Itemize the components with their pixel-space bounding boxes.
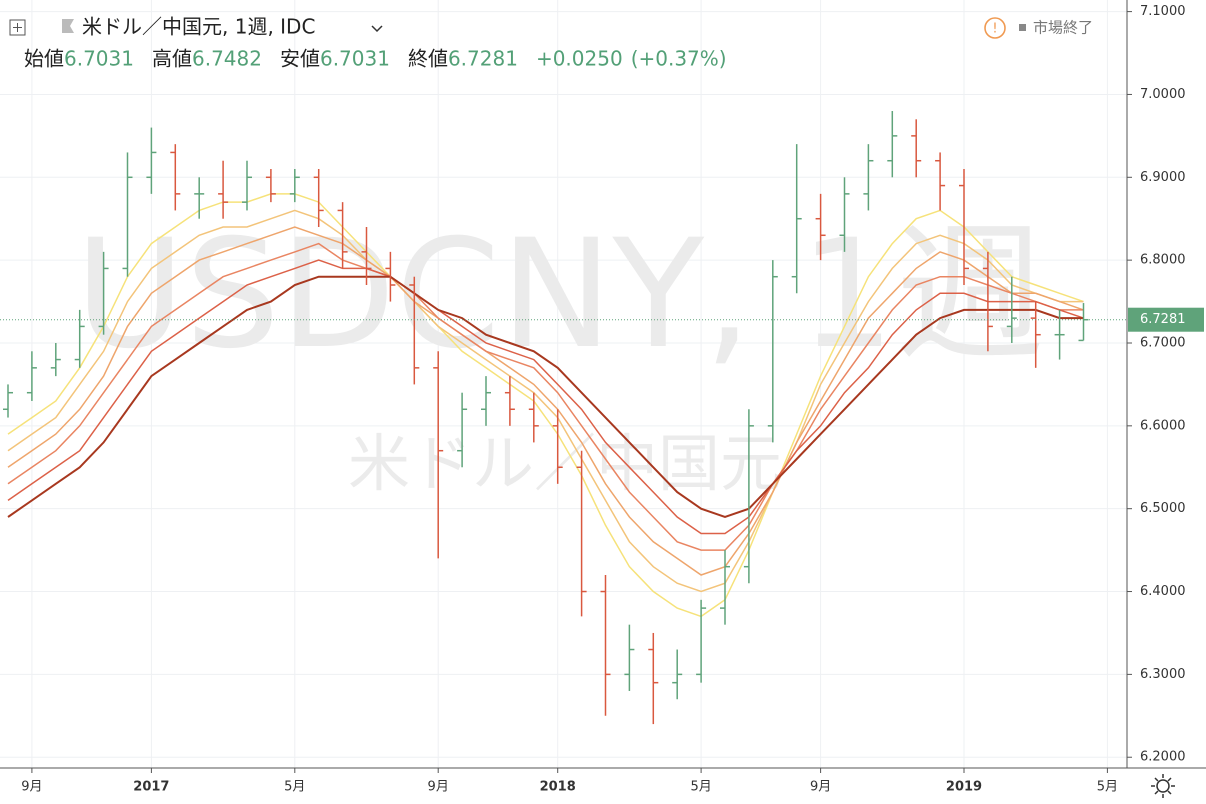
moving-average-line xyxy=(7,209,1084,593)
field-label: 安値 xyxy=(280,47,320,71)
symbol-title[interactable]: 米ドル／中国元, 1週, IDC xyxy=(82,15,315,39)
moving-average-line xyxy=(7,275,1084,519)
settings-gear xyxy=(1156,779,1170,793)
market-status: 市場終了 xyxy=(1033,19,1093,37)
y-tick-label: 6.9000 xyxy=(1140,170,1186,185)
symbol-menu-chevron[interactable] xyxy=(371,25,383,33)
moving-average-line xyxy=(7,242,1084,551)
header: 米ドル／中国元, 1週, IDC 始値 6.7031 高値 6.7482 安値 6.703… xyxy=(9,15,1093,71)
plot xyxy=(0,111,1127,725)
field-label: 終値 xyxy=(408,47,448,71)
status-dot xyxy=(1019,24,1026,31)
field-value: 6.7482 xyxy=(192,47,262,71)
last-price-label: 6.7281 xyxy=(1140,312,1186,327)
collapse-icon[interactable] xyxy=(9,19,26,36)
grid xyxy=(0,0,1127,768)
collapse-icon-cross xyxy=(13,23,22,32)
moving-average-line xyxy=(7,226,1084,576)
x-tick-label: 9月 xyxy=(428,780,449,795)
watermark-sub: 米ドル／中国元 xyxy=(348,427,782,500)
y-tick-label: 6.6000 xyxy=(1140,418,1186,433)
price-axis xyxy=(1127,0,1206,804)
moving-average-line xyxy=(7,259,1084,535)
field-value: 6.7031 xyxy=(320,47,390,71)
y-tick-label: 6.5000 xyxy=(1140,501,1186,516)
field-value: 6.7281 xyxy=(448,47,518,71)
y-tick-label: 6.3000 xyxy=(1140,667,1186,682)
time-axis xyxy=(0,768,1127,804)
y-tick-label: 7.1000 xyxy=(1140,4,1186,19)
x-tick-label: 5月 xyxy=(284,780,305,795)
y-tick-label: 6.8000 xyxy=(1140,253,1186,268)
y-tick-label: 6.2000 xyxy=(1140,750,1186,765)
ohlc-fields: 始値 6.7031 高値 6.7482 安値 6.7031 終値 6.7281 +0.0250(… xyxy=(24,47,727,71)
axes: 6.2000 6.3000 6.4000 6.5000 6.6000 6.7000 6.80… xyxy=(21,4,1204,795)
y-tick-label: 6.4000 xyxy=(1140,584,1186,599)
x-tick-label: 9月 xyxy=(21,780,42,795)
field-label: 高値 xyxy=(152,47,192,71)
x-tick-label: 2019 xyxy=(946,780,982,795)
flag-icon xyxy=(62,19,74,33)
change-percent: (+0.37%) xyxy=(631,47,727,71)
y-tick-label: 6.7000 xyxy=(1140,335,1186,350)
last-price-tag xyxy=(1128,307,1204,332)
x-tick-label: 9月 xyxy=(810,780,831,795)
field-value: 6.7031 xyxy=(64,47,134,71)
alert-icon-mark: ! xyxy=(992,22,997,37)
field-label: 始値 xyxy=(24,47,64,71)
x-tick-label: 2018 xyxy=(540,780,576,795)
y-tick-label: 7.0000 xyxy=(1140,87,1186,102)
x-tick-label: 2017 xyxy=(133,780,169,795)
change-value: +0.0250 xyxy=(536,47,623,71)
settings-gear-teeth xyxy=(1151,774,1175,798)
alert-icon[interactable] xyxy=(984,17,1006,39)
moving-average-line xyxy=(7,193,1084,618)
x-tick-label: 5月 xyxy=(690,780,711,795)
x-tick-label: 5月 xyxy=(1097,780,1118,795)
watermark-main: USDCNY, 1週 xyxy=(75,208,1045,382)
settings-icon[interactable] xyxy=(1151,774,1175,798)
